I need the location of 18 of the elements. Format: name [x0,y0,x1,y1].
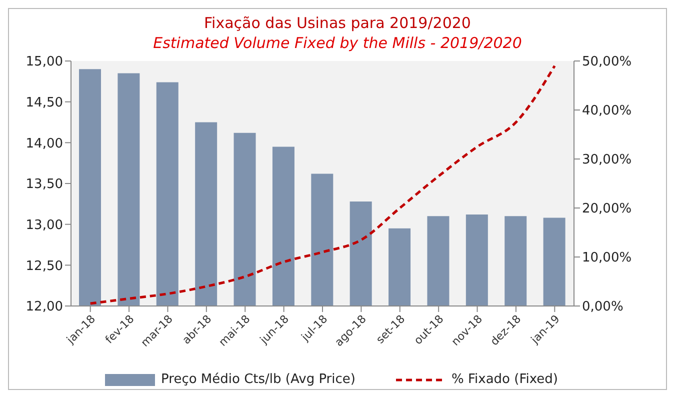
y2-tick-label: 20,00% [582,202,632,217]
y-tick-label: 14,50 [26,95,63,110]
y-tick-label: 13,00 [26,218,63,233]
y-tick-label: 14,00 [26,136,63,152]
chart-subtitle: Estimated Volume Fixed by the Mills - 2019/2020 [152,33,523,53]
y-tick-label: 13,50 [26,177,63,192]
y2-tick-label: 30,00% [582,152,632,168]
legend-label: % Fixado (Fixed) [452,372,558,387]
chart-title: Fixação das Usinas para 2019/2020 [203,13,472,33]
legend-label: Preço Médio Cts/lb (Avg Price) [161,372,356,387]
y2-tick-label: 40,00% [582,104,632,119]
y-tick-label: 15,00 [26,54,63,70]
y-tick-label: 12,50 [26,258,63,274]
y2-tick-label: 0,00% [582,300,624,315]
y-tick-label: 12,00 [26,300,63,315]
line-series [89,64,556,305]
y2-tick-label: 50,00% [582,54,632,70]
y2-tick-label: 10,00% [582,250,632,266]
